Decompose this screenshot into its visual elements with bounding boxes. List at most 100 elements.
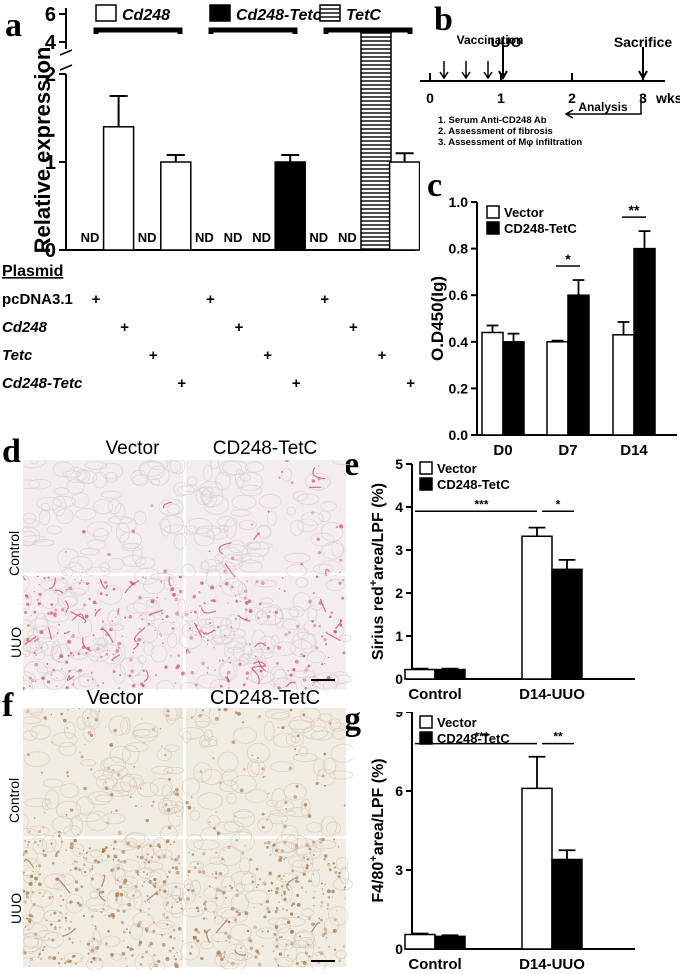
tubule-outline bbox=[34, 930, 59, 942]
stain-speck bbox=[330, 611, 334, 614]
stain-speck bbox=[223, 708, 228, 712]
tubule-outline bbox=[320, 816, 338, 837]
stain-speck bbox=[38, 583, 40, 586]
stain-speck bbox=[94, 717, 99, 722]
stain-speck bbox=[201, 709, 204, 712]
stain-speck bbox=[228, 941, 231, 944]
stain-speck bbox=[313, 675, 315, 677]
bar bbox=[521, 535, 553, 680]
y-tick-label: 5 bbox=[395, 456, 403, 472]
stain-speck bbox=[176, 951, 178, 954]
tubule-outline bbox=[24, 798, 51, 808]
stain-speck bbox=[37, 956, 40, 958]
stain-speck bbox=[274, 925, 279, 930]
tubule-outline bbox=[23, 751, 51, 767]
stain-speck bbox=[213, 826, 216, 830]
tubule-outline bbox=[240, 872, 256, 893]
tubule-outline bbox=[316, 768, 336, 787]
tubule-outline bbox=[340, 867, 350, 885]
tubule-outline bbox=[63, 825, 82, 838]
stain-speck bbox=[274, 910, 278, 914]
tubule-outline bbox=[320, 521, 344, 542]
stain-speck bbox=[70, 808, 74, 812]
stain-speck bbox=[131, 529, 136, 534]
y-tick-label: 2 bbox=[395, 585, 403, 601]
tubule-outline bbox=[295, 577, 309, 588]
tubule-outline bbox=[100, 756, 127, 774]
stain-speck bbox=[166, 875, 169, 878]
tubule-outline bbox=[287, 719, 313, 730]
stain-speck bbox=[320, 900, 324, 904]
stain-speck bbox=[83, 786, 87, 791]
stain-speck bbox=[283, 840, 287, 844]
stain-speck bbox=[62, 861, 65, 864]
stain-speck bbox=[76, 833, 79, 836]
tubule-outline bbox=[134, 567, 160, 585]
stain-speck bbox=[24, 594, 29, 598]
stain-speck bbox=[266, 646, 270, 650]
stain-speck bbox=[307, 813, 312, 818]
tubule-outline bbox=[216, 516, 238, 528]
stain-speck bbox=[154, 882, 157, 885]
x-tick-label: Control bbox=[408, 686, 461, 703]
stain-speck bbox=[84, 744, 86, 746]
tubule-outline bbox=[238, 552, 264, 564]
stain-speck bbox=[152, 953, 156, 957]
stain-speck bbox=[173, 841, 176, 844]
stain-speck bbox=[40, 771, 44, 774]
stain-speck bbox=[312, 873, 315, 876]
tubule-outline bbox=[289, 639, 313, 657]
axis-break-a bbox=[59, 64, 73, 71]
stain-speck bbox=[62, 874, 64, 876]
stain-speck bbox=[151, 856, 154, 859]
stain-speck bbox=[24, 610, 28, 615]
stain-speck bbox=[281, 907, 285, 911]
stain-speck bbox=[137, 637, 141, 642]
tubule-outline bbox=[59, 783, 80, 798]
stain-speck bbox=[43, 891, 47, 894]
stain-speck bbox=[195, 939, 200, 943]
stain-streak bbox=[100, 628, 114, 644]
tubule-outline bbox=[118, 859, 141, 872]
stain-speck bbox=[287, 669, 289, 672]
stain-speck bbox=[171, 946, 175, 950]
stain-speck bbox=[164, 803, 168, 807]
stain-streak bbox=[286, 876, 299, 892]
stain-speck bbox=[113, 840, 117, 844]
stain-speck bbox=[66, 959, 71, 964]
tubule-outline bbox=[51, 640, 62, 661]
tubule-outline bbox=[199, 480, 224, 498]
tubule-outline bbox=[42, 798, 52, 811]
tubule-outline bbox=[137, 782, 159, 798]
stain-speck bbox=[328, 868, 332, 872]
stain-speck bbox=[71, 941, 74, 944]
tubule-outline bbox=[23, 932, 43, 953]
tubule-outline bbox=[256, 524, 272, 540]
stain-speck bbox=[255, 886, 258, 888]
stain-speck bbox=[214, 917, 217, 920]
stain-speck bbox=[322, 893, 325, 895]
stain-speck bbox=[309, 862, 312, 864]
stain-speck bbox=[199, 629, 204, 633]
tubule-outline bbox=[245, 789, 268, 804]
stain-speck bbox=[174, 858, 179, 862]
timeline-b: Vaccination . bbox=[420, 33, 680, 148]
tubule-outline bbox=[271, 841, 297, 858]
stain-speck bbox=[169, 844, 172, 846]
stain-speck bbox=[234, 595, 237, 597]
stain-speck bbox=[305, 891, 307, 893]
legend-label: CD248-TetC bbox=[437, 477, 510, 492]
stain-speck bbox=[71, 863, 74, 865]
stain-speck bbox=[88, 847, 91, 850]
stain-speck bbox=[110, 811, 113, 813]
stain-speck bbox=[261, 812, 265, 816]
stain-speck bbox=[58, 623, 61, 626]
tubule-outline bbox=[79, 547, 100, 556]
analysis-arrow bbox=[567, 95, 642, 115]
stain-speck bbox=[323, 638, 327, 642]
stain-speck bbox=[241, 851, 245, 855]
tubule-outline bbox=[133, 890, 143, 911]
stain-speck bbox=[187, 869, 191, 874]
y-tick-label: 4 bbox=[395, 499, 403, 515]
stain-speck bbox=[42, 947, 45, 949]
